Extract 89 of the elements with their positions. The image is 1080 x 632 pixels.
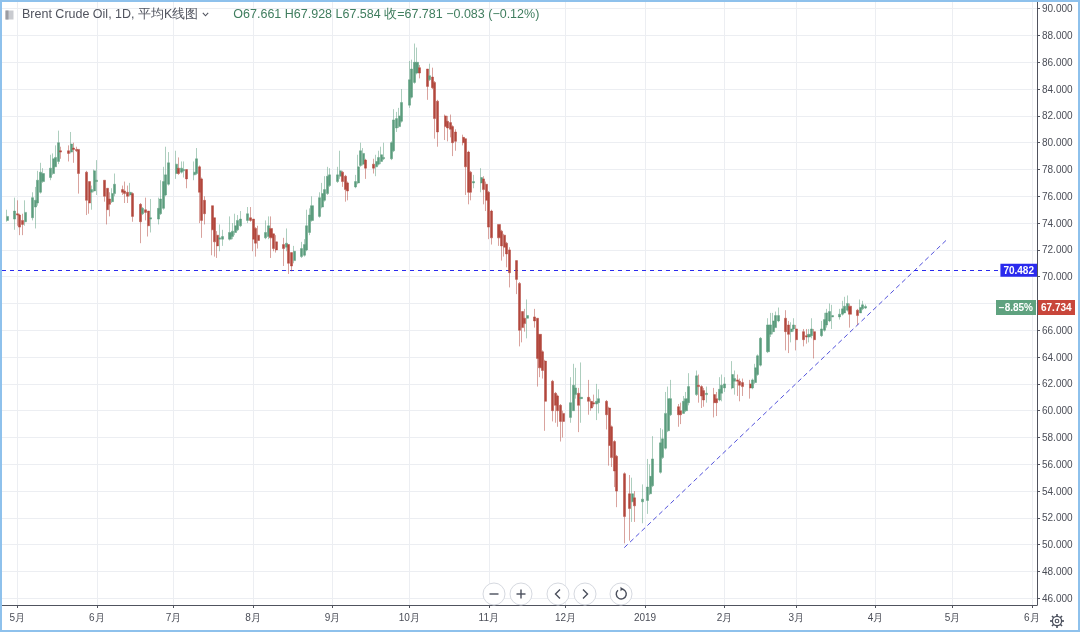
candlestick (766, 317, 770, 354)
candlestick (623, 472, 626, 544)
candlestick (24, 200, 27, 227)
x-tick-label: 11月 (478, 611, 499, 623)
x-tick-label: 5月 (9, 611, 26, 623)
y-tick-label: 84.000 (1042, 83, 1074, 95)
candlestick (831, 304, 834, 330)
ref-line-label: 70.482 (1003, 264, 1035, 276)
candlestick (6, 209, 9, 223)
candlestick (802, 328, 805, 347)
candlestick (741, 378, 744, 397)
y-tick-label: 46.000 (1042, 592, 1074, 604)
annotation: 67.734 (1038, 299, 1075, 315)
candlestick (864, 304, 867, 310)
y-tick-label: 66.000 (1042, 324, 1074, 336)
candlestick (682, 395, 685, 414)
candlestick (293, 245, 296, 264)
candlestick (418, 64, 421, 79)
candlestick (228, 216, 232, 241)
chart-title: Brent Crude Oil, 1D, 平均K线图 (22, 6, 199, 23)
candlestick (805, 328, 808, 344)
y-tick-label: 50.000 (1042, 539, 1074, 551)
candlestick (126, 185, 129, 204)
candlestick (526, 299, 529, 339)
candlestick (848, 303, 852, 328)
candlestick (275, 234, 278, 253)
candlestick (705, 386, 708, 403)
x-tick-label: 6月 (89, 611, 105, 623)
x-tick-label: 2月 (716, 611, 733, 623)
candlestick (267, 216, 270, 240)
y-tick-label: 56.000 (1042, 458, 1074, 470)
y-tick-label: 58.000 (1042, 432, 1074, 443)
candlestick (579, 362, 583, 424)
candlestick (300, 241, 303, 259)
y-tick-label: 60.000 (1042, 405, 1074, 417)
candlestick (508, 246, 511, 288)
candlestick (577, 387, 580, 433)
x-tick-label: 3月 (788, 611, 804, 623)
y-tick-label: 88.000 (1042, 30, 1074, 41)
y-tick-label: 52.000 (1042, 512, 1074, 524)
candlestick (49, 154, 52, 181)
y-tick-label: 70.000 (1042, 271, 1074, 283)
y-tick-label: 80.000 (1042, 137, 1074, 149)
y-tick-label: 64.000 (1042, 351, 1074, 363)
candlestick (282, 237, 285, 267)
y-tick-label: 90.000 (1042, 3, 1074, 15)
candlestick (372, 158, 375, 174)
candlestick (472, 174, 475, 189)
candlestick (795, 324, 798, 351)
y-tick-label: 86.000 (1042, 56, 1074, 68)
candlestick (264, 220, 267, 240)
candlestick (67, 145, 70, 162)
candlestick (269, 216, 273, 259)
candlestick (846, 295, 849, 312)
candlestick (784, 309, 787, 351)
candlestick (813, 328, 816, 359)
candlestick (587, 379, 590, 415)
x-tick-label: 7月 (165, 611, 182, 623)
candlestick (641, 484, 644, 524)
y-tick-label: 76.000 (1042, 190, 1074, 202)
x-tick-label: 12月 (555, 611, 577, 623)
candlestick (141, 206, 144, 216)
candlestick (85, 170, 88, 216)
candlestick (246, 206, 249, 224)
candlestick (646, 458, 649, 515)
candlestick (628, 474, 631, 541)
y-tick-label: 48.000 (1042, 566, 1074, 577)
x-tick-label: 8月 (245, 611, 261, 623)
candlestick (13, 197, 16, 231)
y-tick-label: 62.000 (1042, 378, 1074, 390)
annotation: −8.85% (995, 299, 1036, 315)
x-tick-label: 2019 (633, 611, 657, 623)
y-tick-label: 82.000 (1042, 110, 1074, 122)
x-tick-label: 5月 (944, 611, 961, 623)
candlestick (21, 213, 24, 236)
x-tick-label: 6月 (1024, 611, 1040, 623)
y-tick-label: 78.000 (1042, 164, 1074, 175)
x-tick-label: 10月 (398, 611, 420, 623)
x-tick-label: 9月 (324, 611, 341, 623)
candlestick (856, 308, 859, 326)
x-tick-label: 4月 (867, 611, 884, 623)
chart-subtitle: O67.661 H67.928 L67.584 收=67.781 −0.083 (−0.12%) (233, 6, 540, 23)
candlestick (239, 210, 242, 228)
candlestick (810, 317, 813, 339)
y-tick-label: 72.000 (1042, 244, 1074, 256)
candlestick (185, 169, 188, 189)
candlestick (551, 379, 554, 422)
y-tick-label: 74.000 (1042, 217, 1074, 229)
y-tick-label: 54.000 (1042, 485, 1074, 497)
